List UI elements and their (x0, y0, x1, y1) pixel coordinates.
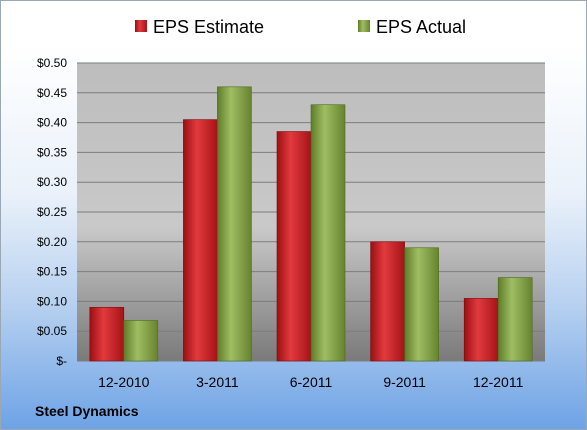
company-name: Steel Dynamics (35, 403, 139, 419)
y-tick-label: $0.25 (37, 205, 67, 219)
bar-actual (310, 104, 346, 362)
bar-actual (123, 320, 159, 362)
bar-estimate (89, 307, 125, 362)
legend-swatch (358, 20, 370, 32)
bar-estimate (463, 298, 499, 362)
y-tick-label: $0.30 (37, 175, 67, 189)
bar-estimate (276, 131, 312, 362)
legend-swatch (135, 20, 147, 32)
bar-estimate (370, 241, 405, 362)
x-axis-ticks: 12-2010 3-2011 6-2011 9-2011 12-2011 (98, 374, 523, 390)
y-tick-label: $0.50 (37, 56, 67, 70)
x-tick-label: 6-2011 (290, 374, 333, 390)
bar-actual (217, 86, 252, 362)
y-tick-label: $0.45 (37, 86, 67, 100)
legend-label: EPS Actual (376, 17, 466, 37)
x-tick-label: 12-2010 (98, 374, 150, 390)
bar-actual (404, 247, 439, 362)
bars (89, 86, 533, 362)
bar-estimate (183, 119, 218, 362)
x-tick-label: 9-2011 (383, 374, 426, 390)
legend-label: EPS Estimate (153, 17, 264, 37)
y-axis-ticks: $- $0.05 $0.10 $0.15 $0.20 $0.25 $0.30 $0.35 $0.… (37, 56, 67, 368)
y-tick-label: $0.15 (37, 265, 67, 279)
y-tick-label: $0.05 (37, 324, 67, 338)
y-tick-label: $0.10 (37, 294, 67, 308)
bar-actual (497, 277, 533, 362)
x-tick-label: 3-2011 (196, 374, 239, 390)
y-tick-label: $- (56, 354, 67, 368)
legend: EPS Estimate EPS Actual (135, 17, 466, 37)
x-tick-label: 12-2011 (473, 374, 524, 390)
y-tick-label: $0.35 (37, 145, 67, 159)
y-tick-label: $0.20 (37, 235, 67, 249)
y-tick-label: $0.40 (37, 116, 67, 130)
